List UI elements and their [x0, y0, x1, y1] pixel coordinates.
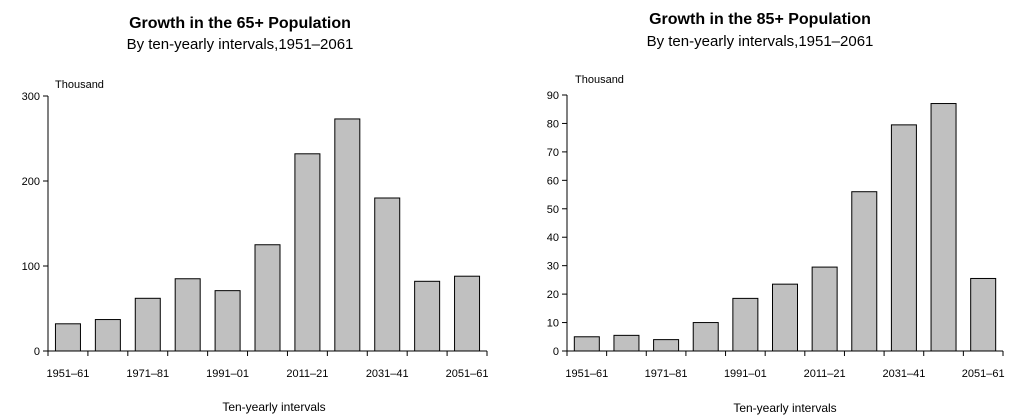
x-tick-label: 1951–61	[47, 368, 90, 380]
y-tick-label: 30	[547, 261, 559, 273]
bar-2041–51	[930, 103, 957, 352]
bar-1981–91	[692, 322, 719, 352]
bar-2001–11	[772, 283, 798, 352]
bar-1951–61	[573, 336, 600, 352]
x-tick-label: 2011–21	[804, 368, 846, 380]
bar-1991–01	[732, 297, 759, 352]
x-tick-label: 2051–61	[962, 368, 1005, 380]
bar-1991–01	[214, 290, 241, 352]
y-tick-label: 0	[553, 346, 559, 358]
chart-plot-65: 0 100 200 300 1951–61 1971–81 1991–01 2011–21 20…	[22, 91, 489, 380]
y-tick-label: 60	[547, 175, 559, 187]
bar-2051–61	[454, 275, 481, 352]
bar-1961–71	[94, 319, 121, 352]
x-axis-title: Ten-yearly intervals	[733, 401, 837, 415]
x-tick-label: 2031–41	[882, 368, 925, 380]
y-tick-label: 0	[34, 346, 40, 358]
chart-subtitle: By ten-yearly intervals,1951–2061	[126, 36, 354, 53]
bar-2031–41	[374, 197, 401, 352]
y-tick-label: 100	[22, 261, 40, 273]
y-tick-label: 70	[547, 147, 559, 159]
y-tick-label: 80	[547, 118, 559, 130]
x-tick-label: 2011–21	[286, 368, 328, 380]
bar-1961–71	[613, 334, 640, 352]
bar-2051–61	[970, 277, 997, 352]
bar-1981–91	[174, 278, 201, 352]
y-tick-label: 50	[547, 204, 559, 216]
y-tick-label: 20	[547, 289, 559, 301]
chart-85-plus: Growth in the 85+ Population By ten-year…	[500, 0, 1013, 416]
bar-2021–31	[334, 118, 361, 352]
x-tick-label: 1951–61	[565, 368, 608, 380]
chart-title: Growth in the 65+ Population	[129, 15, 351, 32]
bar-2021–31	[851, 191, 878, 352]
x-axis-title: Ten-yearly intervals	[222, 400, 326, 414]
x-tick-label: 1971–81	[645, 368, 688, 380]
y-tick-label: 90	[547, 90, 559, 102]
y-tick-label: 200	[22, 176, 40, 188]
chart-title: Growth in the 85+ Population	[649, 11, 871, 28]
y-tick-label: 10	[547, 318, 559, 330]
bar-1971–81	[134, 297, 161, 352]
x-tick-label: 1991–01	[724, 368, 767, 380]
x-tick-label: 1991–01	[206, 368, 249, 380]
y-tick-label: 300	[22, 91, 40, 103]
y-tick-label: 40	[547, 232, 559, 244]
x-tick-label: 2031–41	[366, 368, 409, 380]
bar-2041–51	[414, 280, 441, 352]
bar-2031–41	[890, 124, 917, 352]
y-axis-unit: Thousand	[55, 79, 104, 91]
bar-2011–21	[811, 266, 838, 352]
y-axis-unit: Thousand	[575, 74, 624, 86]
bar-1951–61	[54, 323, 81, 352]
x-tick-label: 2051–61	[446, 368, 489, 380]
chart-plot-85: 0 10 20 30 40 50 60 70 80 90 1951–61 1971–81 1991–01…	[547, 90, 1005, 380]
bar-2001–11	[254, 244, 281, 352]
bar-2011–21	[294, 153, 321, 352]
bar-1971–81	[653, 339, 680, 352]
chart-65-plus: Growth in the 65+ Population By ten-year…	[0, 0, 500, 416]
x-tick-label: 1971–81	[126, 368, 169, 380]
chart-subtitle: By ten-yearly intervals,1951–2061	[646, 33, 874, 50]
